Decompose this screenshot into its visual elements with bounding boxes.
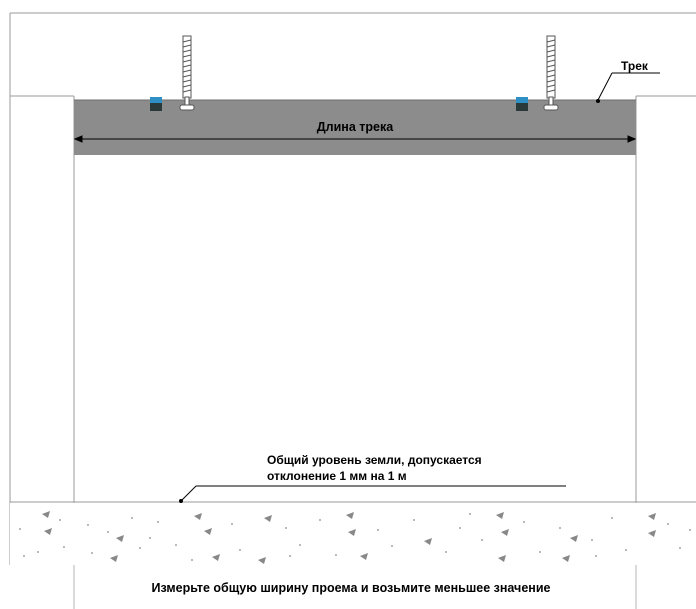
track-label: Трек [621, 59, 648, 73]
left-wall [9, 96, 75, 502]
left-screw-icon [179, 35, 195, 111]
floor-note-line2: отклонение 1 мм на 1 м [267, 469, 407, 483]
right-screw-icon [543, 35, 559, 111]
floor-note-line1: Общий уровень земли, допускается [267, 453, 482, 467]
measurement-instruction: Измерьте общую ширину проема и возьмите … [151, 581, 551, 595]
left-bracket-icon [150, 97, 162, 111]
track-leader [596, 72, 660, 103]
track-bar [74, 100, 636, 155]
floor-leader [179, 485, 566, 503]
track-length-label: Длина трека [316, 120, 394, 134]
concrete-texture [19, 511, 691, 564]
right-bracket-icon [516, 97, 528, 111]
track-length-dimension [73, 135, 637, 143]
ceiling-slab [9, 12, 696, 97]
